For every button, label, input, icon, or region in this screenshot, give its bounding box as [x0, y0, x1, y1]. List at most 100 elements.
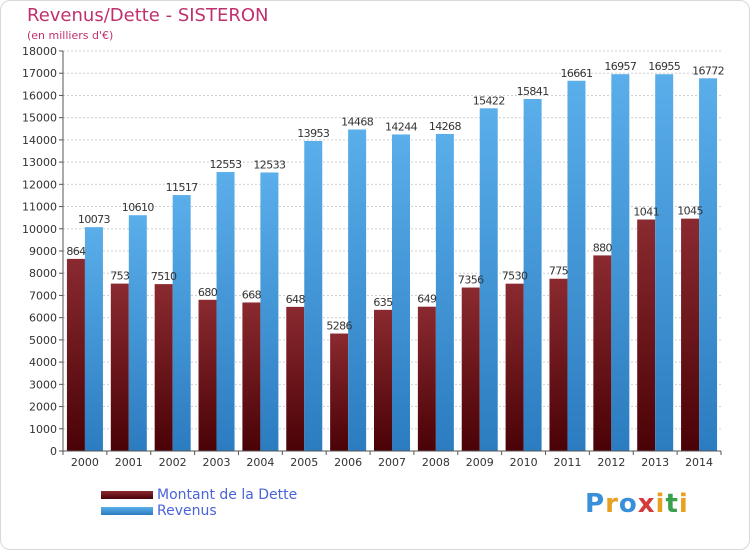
legend-label-debt: Montant de la Dette [157, 487, 298, 503]
chart-title: Revenus/Dette - SISTERON [27, 5, 269, 26]
y-tick-label: 6000 [29, 312, 57, 325]
logo-letter: i [678, 489, 689, 519]
y-tick-label: 8000 [29, 267, 57, 280]
proxiti-logo: Proxiti [585, 489, 689, 519]
bar-revenue-2012 [611, 74, 630, 451]
x-tick-label-2013: 2013 [641, 456, 669, 469]
logo-letter: i [655, 489, 666, 519]
bar-revenue-2002 [172, 195, 191, 451]
y-tick-label: 0 [50, 445, 57, 458]
logo-letter: x [637, 489, 656, 519]
y-tick-label: 11000 [22, 201, 57, 214]
label-debt-2008: 649 [417, 293, 437, 306]
bar-revenue-2008 [435, 133, 454, 451]
y-tick-label: 17000 [22, 67, 57, 80]
x-tick-label-2002: 2002 [159, 456, 187, 469]
label-revenue-2005: 13953 [297, 127, 330, 140]
x-tick-label-2014: 2014 [685, 456, 713, 469]
bar-revenue-2010 [523, 98, 542, 451]
x-tick-label-2010: 2010 [510, 456, 538, 469]
y-tick-label: 18000 [22, 45, 57, 58]
label-debt-2005: 648 [286, 293, 306, 306]
x-tick-label-2007: 2007 [378, 456, 406, 469]
label-revenue-2003: 12553 [210, 158, 243, 171]
y-tick-label: 16000 [22, 89, 57, 102]
label-revenue-2013: 16955 [648, 60, 681, 73]
bar-debt-2011 [549, 278, 568, 451]
legend-swatch-debt [101, 491, 153, 499]
y-tick-label: 12000 [22, 178, 57, 191]
bar-revenue-2007 [392, 134, 410, 451]
bar-revenue-2009 [479, 108, 498, 452]
logo-letter: P [585, 489, 606, 519]
y-tick-label: 14000 [22, 134, 57, 147]
label-debt-2012: 880 [593, 241, 613, 254]
bar-debt-2007 [374, 309, 392, 451]
label-debt-2003: 680 [198, 286, 218, 299]
label-debt-2014: 1045 [677, 205, 703, 218]
chart-subtitle: (en milliers d'€) [27, 29, 114, 42]
label-debt-2006: 5286 [326, 320, 352, 333]
bar-debt-2004 [242, 302, 261, 451]
label-debt-2009: 7356 [458, 274, 484, 287]
bar-debt-2014 [681, 218, 700, 451]
bar-debt-2005 [286, 306, 305, 451]
bar-revenue-2014 [699, 78, 718, 452]
logo-letter: t [665, 489, 679, 519]
legend-item-revenue: Revenus [101, 503, 297, 519]
label-debt-2000: 864 [66, 245, 86, 258]
bar-debt-2006 [330, 333, 349, 451]
bar-revenue-2005 [304, 140, 323, 451]
y-tick-label: 10000 [22, 223, 57, 236]
logo-letter: r [605, 489, 619, 519]
bars [66, 74, 718, 452]
bar-revenue-2004 [260, 172, 279, 451]
bar-debt-2013 [637, 219, 656, 451]
label-revenue-2012: 16957 [604, 60, 637, 73]
label-debt-2002: 7510 [151, 270, 177, 283]
legend-item-debt: Montant de la Dette [101, 487, 297, 503]
label-debt-2004: 668 [242, 288, 262, 301]
label-revenue-2006: 14468 [341, 115, 374, 128]
x-tick-label-2008: 2008 [422, 456, 450, 469]
y-tick-label: 13000 [22, 156, 57, 169]
data-labels: 864 10073 753 10610 7510 11517 680 12553 668 1253… [66, 60, 724, 332]
x-tick-label-2005: 2005 [290, 456, 318, 469]
y-tick-label: 2000 [29, 401, 57, 414]
bar-debt-2012 [593, 255, 612, 451]
x-tick-label-2003: 2003 [203, 456, 231, 469]
label-revenue-2010: 15841 [517, 85, 549, 98]
bar-revenue-2006 [348, 129, 367, 451]
label-revenue-2001: 10610 [122, 201, 155, 214]
label-debt-2007: 635 [373, 296, 393, 309]
bar-debt-2002 [154, 284, 173, 451]
label-revenue-2004: 12533 [253, 158, 286, 171]
y-tick-label: 9000 [29, 245, 57, 258]
label-revenue-2009: 15422 [473, 94, 505, 107]
label-debt-2011: 775 [549, 265, 569, 278]
y-tick-label: 5000 [29, 334, 57, 347]
y-tick-label: 3000 [29, 378, 57, 391]
bar-debt-2010 [505, 283, 524, 451]
label-debt-2010: 7530 [502, 270, 528, 283]
bar-debt-2000 [66, 258, 85, 451]
x-tick-label-2004: 2004 [246, 456, 274, 469]
y-tick-label: 4000 [29, 356, 57, 369]
bar-revenue-2011 [567, 80, 586, 451]
bar-debt-2008 [417, 306, 436, 451]
label-revenue-2008: 14268 [429, 120, 462, 133]
x-tick-label-2011: 2011 [553, 456, 581, 469]
label-debt-2001: 753 [110, 270, 130, 283]
bar-debt-2003 [198, 299, 217, 451]
bar-revenue-2003 [216, 172, 235, 452]
bar-revenue-2013 [655, 74, 674, 451]
y-tick-label: 7000 [29, 289, 57, 302]
bar-revenue-2001 [128, 215, 147, 451]
legend-swatch-revenue [101, 507, 153, 515]
label-revenue-2002: 11517 [166, 181, 199, 194]
legend-label-revenue: Revenus [157, 503, 217, 519]
x-tick-label-2000: 2000 [71, 456, 99, 469]
x-tick-label-2012: 2012 [597, 456, 625, 469]
